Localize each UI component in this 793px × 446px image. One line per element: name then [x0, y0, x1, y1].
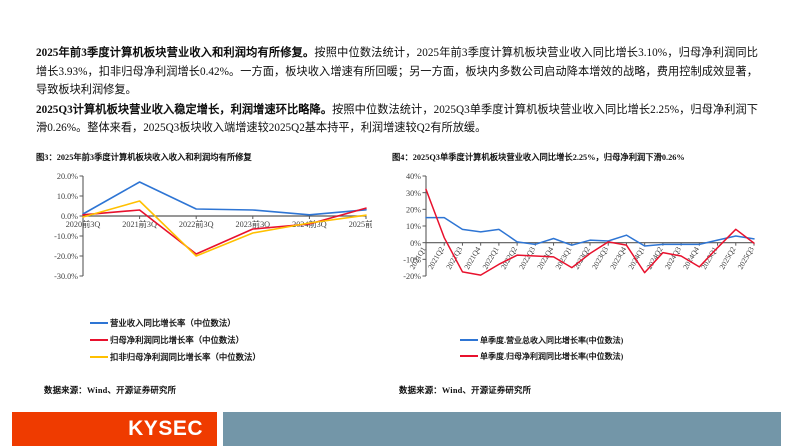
x-tick-label: 2024Q3 [663, 245, 683, 271]
series-line-1 [425, 216, 755, 247]
legend-item[interactable]: 扣非归母净利润同比增长率（中位数法） [90, 352, 261, 362]
x-tick-label: 2021Q4 [462, 245, 482, 271]
body-text: 2025年前3季度计算机板块营业收入和利润均有所修复。按照中位数法统计，2025… [36, 44, 758, 139]
y-tick-label: -20% [403, 272, 421, 281]
x-tick-label: 2023Q4 [608, 245, 628, 271]
legend-item[interactable]: 营业收入同比增长率（中位数法） [90, 318, 236, 328]
y-tick-label: 10.0% [57, 192, 78, 201]
figure-4-source: 数据来源：Wind、开源证券研究所 [399, 386, 532, 395]
y-tick-label: 20.0% [57, 172, 78, 181]
legend-label: 归母净利润同比增长率（中位数法） [110, 335, 244, 345]
figure-4: 图4：2025Q3单季度计算机板块营业收入同比增长2.25%，归母净利润下滑0.… [392, 152, 762, 368]
legend-label: 营业收入同比增长率（中位数法） [110, 318, 236, 328]
x-tick-label: 2025Q2 [717, 245, 737, 271]
legend-label: 单季度.营业总收入同比增长率(中位数法) [480, 335, 624, 345]
y-tick-label: 40% [406, 172, 421, 181]
x-tick-label: 2024Q2 [645, 245, 665, 271]
paragraph-1: 2025年前3季度计算机板块营业收入和利润均有所修复。按照中位数法统计，2025… [36, 44, 758, 100]
footer-bar: KYSEC [0, 400, 793, 446]
x-tick-label: 2022前3Q [179, 219, 214, 229]
paragraph-2-rest: 按照中位数法统计，2025Q3单季度计算机板块营业收入同比增长2.25%，归母净… [36, 103, 758, 135]
x-tick-label: 2023Q2 [572, 245, 592, 271]
series-line-2 [425, 188, 755, 276]
y-tick-label: -10% [403, 255, 421, 264]
figure-4-caption: 图4：2025Q3单季度计算机板块营业收入同比增长2.25%，归母净利润下滑0.… [392, 153, 685, 162]
legend-item[interactable]: 单季度.归母净利润同比增长率(中位数法) [460, 351, 624, 361]
x-tick-label: 2022Q2 [499, 245, 519, 271]
figure-4-svg: 40%30%20%10%0%-10%-20%2021Q12021Q22021Q3… [403, 172, 756, 361]
x-tick-label: 2020前3Q [66, 219, 101, 229]
figure-3-svg: 20.0% 10.0% 0.0% -10.0% -20.0% -30.0% 2020前3Q 2… [54, 172, 372, 362]
x-tick-label: 2022Q3 [517, 245, 537, 271]
legend-item[interactable]: 归母净利润同比增长率（中位数法） [90, 335, 244, 345]
figure-4-chart: 40% 30% 20% 10% 0% -10% -20% 2021Q1 2021Q2 2021Q3… [392, 168, 762, 368]
y-tick-label: -10.0% [54, 232, 78, 241]
series-line-3 [82, 200, 367, 257]
y-tick-label: -20.0% [54, 252, 78, 261]
y-tick-label: 0% [410, 239, 421, 248]
x-tick-label: 2021Q2 [426, 245, 446, 271]
x-tick-label: 2025前3Q [349, 219, 372, 229]
legend-item[interactable]: 单季度.营业总收入同比增长率(中位数法) [460, 335, 624, 345]
series-line-2 [82, 207, 367, 255]
x-tick-label: 2023Q3 [590, 245, 610, 271]
legend-label: 扣非归母净利润同比增长率（中位数法） [110, 352, 261, 362]
figure-3: 图3：2025年前3季度计算机板块收入收入和利润均有所修复 20.0% 10.0%… [36, 152, 372, 368]
y-tick-label: 10% [406, 222, 421, 231]
x-tick-label: 2023前3Q [236, 219, 271, 229]
y-tick-label: 0.0% [61, 212, 78, 221]
figure-3-source: 数据来源：Wind、开源证券研究所 [44, 386, 177, 395]
x-tick-label: 2022Q4 [535, 245, 555, 271]
footer-accent-band [223, 412, 781, 446]
legend-label: 单季度.归母净利润同比增长率(中位数法) [480, 351, 624, 361]
kysec-logo-text: KYSEC [128, 417, 203, 440]
y-tick-label: -30.0% [54, 272, 78, 281]
y-tick-label: 20% [406, 205, 421, 214]
paragraph-1-lead: 2025年前3季度计算机板块营业收入和利润均有所修复。 [36, 47, 315, 59]
x-tick-label: 2021前3Q [122, 219, 157, 229]
figure-3-chart: 20.0% 10.0% 0.0% -10.0% -20.0% -30.0% 2020前3Q 2… [36, 168, 372, 368]
paragraph-2-lead: 2025Q3计算机板块营业收入稳定增长，利润增速环比略降。 [36, 103, 333, 116]
x-tick-label: 2025Q3 [736, 245, 756, 271]
paragraph-2: 2025Q3计算机板块营业收入稳定增长，利润增速环比略降。按照中位数法统计，20… [36, 101, 758, 138]
x-tick-label: 2022Q1 [481, 245, 501, 271]
kysec-logo: KYSEC [12, 412, 217, 446]
series-line-1 [82, 181, 367, 216]
figure-3-caption: 图3：2025年前3季度计算机板块收入收入和利润均有所修复 [36, 153, 252, 162]
y-tick-label: 30% [406, 189, 421, 198]
paragraph-1-rest: 按照中位数法统计，2025年前3季度计算机板块营业收入同比增长3.10%，归母净… [36, 47, 758, 97]
